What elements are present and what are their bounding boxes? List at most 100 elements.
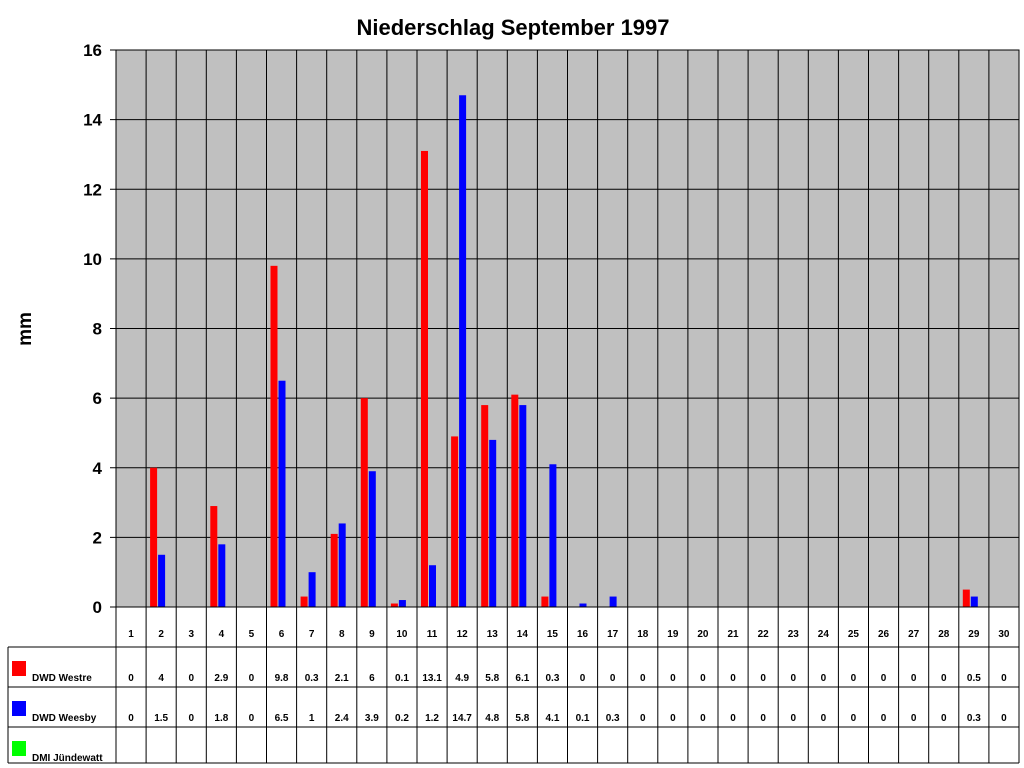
data-cell: 2.1 (335, 673, 349, 684)
y-tick-label: 16 (83, 41, 102, 60)
data-cell: 2.9 (214, 673, 228, 684)
data-cell: 0 (790, 673, 796, 684)
legend-label: DMI Jündewatt (32, 753, 103, 764)
bar-dwd-weesby (970, 596, 978, 607)
bar-dwd-weesby (218, 544, 226, 607)
category-label: 12 (457, 629, 469, 640)
legend-label: DWD Westre (32, 673, 92, 684)
bar-dwd-weesby (579, 603, 587, 607)
data-table: 1 2 3 4 5 6 7 8 9 10 11 12 13 14 15 16 17 18 19 20 21 22 23 24 2… (7, 607, 1020, 764)
data-cell: 13.1 (422, 673, 442, 684)
category-label: 24 (818, 629, 830, 640)
category-label: 21 (727, 629, 739, 640)
bar-dwd-westre (962, 589, 970, 607)
data-cell: 0.2 (395, 713, 409, 724)
bar-dwd-weesby (158, 554, 166, 607)
bar-dwd-westre (390, 603, 398, 607)
data-cell: 0 (911, 713, 917, 724)
data-cell: 0 (821, 673, 827, 684)
data-cell: 4.8 (485, 713, 499, 724)
category-label: 7 (309, 629, 315, 640)
data-cell: 0 (851, 673, 857, 684)
bar-dwd-westre (330, 533, 338, 607)
data-cell: 2.4 (335, 713, 349, 724)
data-cell: 6 (369, 673, 375, 684)
data-cell: 0 (760, 713, 766, 724)
data-cell: 0 (1001, 713, 1007, 724)
data-cell: 0 (128, 713, 134, 724)
data-cell: 5.8 (485, 673, 499, 684)
category-label: 23 (788, 629, 800, 640)
data-cell: 0 (188, 713, 194, 724)
bar-dwd-weesby (278, 380, 286, 607)
legend-swatch (12, 701, 26, 716)
data-cell: 0 (760, 673, 766, 684)
y-tick-label: 0 (93, 598, 102, 617)
data-cell: 0 (640, 673, 646, 684)
y-tick-label: 2 (93, 528, 102, 547)
category-label: 28 (938, 629, 950, 640)
category-label: 27 (908, 629, 920, 640)
category-label: 4 (219, 629, 225, 640)
data-cell: 0 (249, 673, 255, 684)
bar-dwd-westre (421, 150, 428, 608)
data-cell: 14.7 (452, 713, 472, 724)
category-label: 17 (607, 629, 619, 640)
category-label: 20 (697, 629, 709, 640)
data-cell: 0 (881, 713, 887, 724)
category-label: 2 (158, 629, 164, 640)
category-label: 3 (188, 629, 194, 640)
category-label: 18 (637, 629, 649, 640)
data-cell: 0 (670, 673, 676, 684)
data-cell: 0 (790, 713, 796, 724)
data-cell: 1.5 (154, 713, 168, 724)
data-cell: 0 (700, 673, 706, 684)
chart-title: Niederschlag September 1997 (356, 15, 669, 40)
data-cell: 5.8 (515, 713, 529, 724)
data-cell: 0.1 (576, 713, 590, 724)
y-tick-label: 14 (83, 111, 102, 130)
data-cell: 0 (730, 673, 736, 684)
data-cell: 0 (610, 673, 616, 684)
category-label: 16 (577, 629, 589, 640)
y-tick-label: 12 (83, 180, 102, 199)
y-tick-label: 8 (93, 320, 102, 339)
y-tick-label: 6 (93, 389, 102, 408)
data-cell: 0.3 (305, 673, 319, 684)
bar-dwd-weesby (308, 572, 316, 607)
category-label: 6 (279, 629, 285, 640)
data-cell: 0 (670, 713, 676, 724)
bar-dwd-weesby (429, 565, 436, 607)
bar-dwd-weesby (398, 600, 406, 607)
category-label: 22 (758, 629, 770, 640)
category-label: 25 (848, 629, 860, 640)
data-cell: 1.2 (425, 713, 439, 724)
data-cell: 0.3 (545, 673, 559, 684)
plot-area: 0 2 4 6 8 10 12 14 16 (83, 41, 1020, 617)
bar-dwd-weesby (519, 405, 527, 607)
category-label: 1 (128, 629, 134, 640)
data-cell: 6.1 (515, 673, 529, 684)
data-cell: 0 (851, 713, 857, 724)
bar-dwd-weesby (338, 523, 346, 607)
category-label: 11 (427, 629, 438, 640)
data-cell: 0 (640, 713, 646, 724)
legend-swatch (12, 741, 26, 756)
bar-dwd-weesby (489, 439, 497, 607)
bar-dwd-weesby (549, 464, 557, 607)
bar-dwd-weesby (368, 471, 376, 607)
category-label: 30 (998, 629, 1010, 640)
data-cell: 0 (580, 673, 586, 684)
category-label: 13 (487, 629, 499, 640)
category-label: 26 (878, 629, 890, 640)
category-label: 29 (968, 629, 980, 640)
bar-dwd-westre (541, 596, 549, 607)
data-cell: 0.5 (967, 673, 981, 684)
data-cell: 4.9 (455, 673, 469, 684)
data-cell: 0.1 (395, 673, 409, 684)
y-axis-label: mm (15, 312, 36, 346)
category-label: 5 (249, 629, 255, 640)
data-cell: 0 (1001, 673, 1007, 684)
category-label: 9 (369, 629, 375, 640)
data-cell: 0.3 (967, 713, 981, 724)
